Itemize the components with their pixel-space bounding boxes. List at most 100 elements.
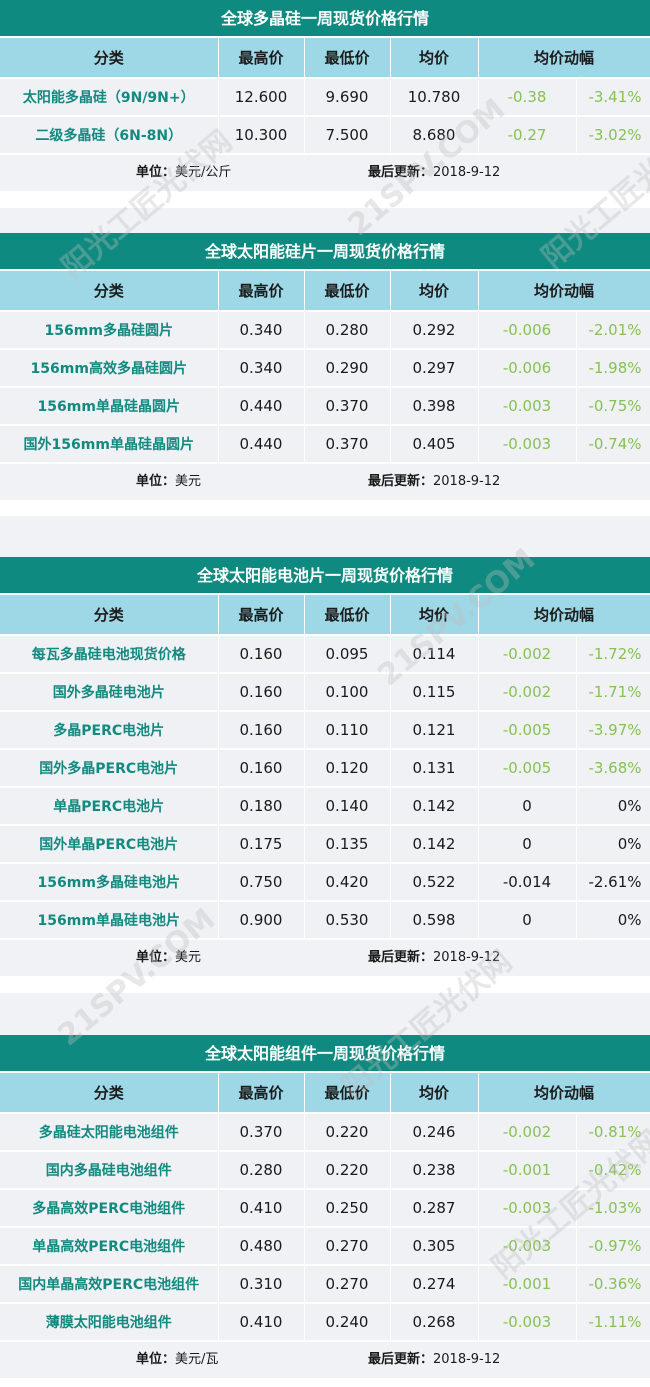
table-row: 单晶PERC电池片 0.180 0.140 0.142 0 0% xyxy=(0,787,650,826)
avg-price-cell: 0.598 xyxy=(390,901,479,940)
high-price-cell: 0.440 xyxy=(218,387,305,426)
table-header-row: 分类 最高价 最低价 均价 均价动幅 xyxy=(0,1073,650,1114)
column-header: 最高价 xyxy=(218,38,305,79)
table-row: 每瓦多晶硅电池现货价格 0.160 0.095 0.114 -0.002 -1.72% xyxy=(0,635,650,674)
column-header: 分类 xyxy=(0,595,219,636)
avg-price-cell: 8.680 xyxy=(390,116,479,155)
price-section: 全球太阳能电池片一周现货价格行情 分类 最高价 最低价 均价 均价动幅 每瓦多晶硅电池现货价… xyxy=(0,557,650,976)
avg-price-cell: 0.142 xyxy=(390,825,479,864)
column-header: 均价动幅 xyxy=(478,38,650,79)
price-table: 分类 最高价 最低价 均价 均价动幅 156mm多晶硅圆片 0.340 0.280 0.292-… xyxy=(0,271,650,464)
table-row: 薄膜太阳能电池组件 0.410 0.240 0.268 -0.003 -1.11% xyxy=(0,1303,650,1342)
change-value-cell: -0.27 xyxy=(478,116,577,155)
high-price-cell: 0.900 xyxy=(218,901,305,940)
unit-note: 单位：美元/瓦 xyxy=(136,1342,218,1378)
change-percent-cell: -0.97% xyxy=(576,1227,650,1266)
section-title: 全球太阳能组件一周现货价格行情 xyxy=(0,1035,650,1073)
low-price-cell: 0.290 xyxy=(304,349,391,388)
avg-price-cell: 0.522 xyxy=(390,863,479,902)
change-percent-cell: 0% xyxy=(576,825,650,864)
high-price-cell: 0.160 xyxy=(218,673,305,712)
high-price-cell: 0.340 xyxy=(218,311,305,350)
avg-price-cell: 0.292 xyxy=(390,311,479,350)
unit-value: 美元 xyxy=(175,474,202,489)
table-header-row: 分类 最高价 最低价 均价 均价动幅 xyxy=(0,38,650,79)
column-header: 均价 xyxy=(390,1073,479,1114)
low-price-cell: 0.370 xyxy=(304,387,391,426)
low-price-cell: 0.110 xyxy=(304,711,391,750)
unit-note: 单位：美元 xyxy=(136,464,201,500)
category-cell: 单晶高效PERC电池组件 xyxy=(0,1227,219,1266)
table-row: 156mm高效多晶硅圆片 0.340 0.290 0.297 -0.006 -1.98% xyxy=(0,349,650,388)
low-price-cell: 0.120 xyxy=(304,749,391,788)
high-price-cell: 0.440 xyxy=(218,425,305,464)
section-footer: 单位：美元/瓦 最后更新：2018-9-12 xyxy=(0,1342,650,1378)
avg-price-cell: 0.268 xyxy=(390,1303,479,1342)
table-row: 156mm多晶硅圆片 0.340 0.280 0.292 -0.006 -2.01% xyxy=(0,311,650,350)
change-percent-cell: -0.74% xyxy=(576,425,650,464)
change-value-cell: -0.003 xyxy=(478,387,577,426)
change-value-cell: -0.001 xyxy=(478,1265,577,1304)
update-date: 2018-9-12 xyxy=(433,950,501,965)
last-updated: 最后更新：2018-9-12 xyxy=(368,940,500,976)
change-percent-cell: -0.75% xyxy=(576,387,650,426)
change-percent-cell: 0% xyxy=(576,787,650,826)
section-title: 全球太阳能硅片一周现货价格行情 xyxy=(0,233,650,271)
column-header: 分类 xyxy=(0,271,219,312)
low-price-cell: 0.135 xyxy=(304,825,391,864)
section-title: 全球太阳能电池片一周现货价格行情 xyxy=(0,557,650,595)
change-percent-cell: -1.98% xyxy=(576,349,650,388)
low-price-cell: 0.140 xyxy=(304,787,391,826)
low-price-cell: 9.690 xyxy=(304,78,391,117)
column-header: 最高价 xyxy=(218,595,305,636)
category-cell: 二级多晶硅（6N-8N） xyxy=(0,116,219,155)
change-value-cell: -0.38 xyxy=(478,78,577,117)
change-percent-cell: -0.36% xyxy=(576,1265,650,1304)
table-row: 国外单晶PERC电池片 0.175 0.135 0.142 0 0% xyxy=(0,825,650,864)
category-cell: 单晶PERC电池片 xyxy=(0,787,219,826)
unit-label: 单位： xyxy=(136,474,176,489)
high-price-cell: 0.160 xyxy=(218,711,305,750)
unit-value: 美元 xyxy=(175,950,202,965)
high-price-cell: 0.370 xyxy=(218,1113,305,1152)
high-price-cell: 0.280 xyxy=(218,1151,305,1190)
avg-price-cell: 0.238 xyxy=(390,1151,479,1190)
low-price-cell: 0.220 xyxy=(304,1151,391,1190)
category-cell: 多晶硅太阳能电池组件 xyxy=(0,1113,219,1152)
section-footer: 单位：美元/公斤 最后更新：2018-9-12 xyxy=(0,155,650,191)
update-label: 最后更新： xyxy=(368,165,434,180)
table-header-row: 分类 最高价 最低价 均价 均价动幅 xyxy=(0,595,650,636)
price-section: 全球多晶硅一周现货价格行情 分类 最高价 最低价 均价 均价动幅 太阳能多晶硅（9N/9N+… xyxy=(0,0,650,191)
unit-value: 美元/公斤 xyxy=(175,165,232,180)
section-spacer xyxy=(0,993,650,1035)
high-price-cell: 0.410 xyxy=(218,1189,305,1228)
high-price-cell: 0.750 xyxy=(218,863,305,902)
avg-price-cell: 0.398 xyxy=(390,387,479,426)
category-cell: 国内多晶硅电池组件 xyxy=(0,1151,219,1190)
change-value-cell: -0.002 xyxy=(478,673,577,712)
category-cell: 每瓦多晶硅电池现货价格 xyxy=(0,635,219,674)
change-value-cell: -0.002 xyxy=(478,1113,577,1152)
change-percent-cell: -1.11% xyxy=(576,1303,650,1342)
table-row: 多晶高效PERC电池组件 0.410 0.250 0.287 -0.003 -1.03% xyxy=(0,1189,650,1228)
change-value-cell: 0 xyxy=(478,825,577,864)
table-row: 国外多晶PERC电池片 0.160 0.120 0.131 -0.005 -3.68% xyxy=(0,749,650,788)
avg-price-cell: 0.305 xyxy=(390,1227,479,1266)
change-percent-cell: -0.42% xyxy=(576,1151,650,1190)
category-cell: 国外多晶PERC电池片 xyxy=(0,749,219,788)
column-header: 均价 xyxy=(390,271,479,312)
unit-label: 单位： xyxy=(136,950,176,965)
category-cell: 多晶PERC电池片 xyxy=(0,711,219,750)
table-row: 156mm多晶硅电池片 0.750 0.420 0.522 -0.014 -2.61% xyxy=(0,863,650,902)
high-price-cell: 0.160 xyxy=(218,749,305,788)
change-value-cell: 0 xyxy=(478,901,577,940)
change-percent-cell: -1.03% xyxy=(576,1189,650,1228)
low-price-cell: 0.100 xyxy=(304,673,391,712)
price-section: 全球太阳能硅片一周现货价格行情 分类 最高价 最低价 均价 均价动幅 156mm多晶硅圆片 0… xyxy=(0,233,650,500)
low-price-cell: 0.250 xyxy=(304,1189,391,1228)
change-value-cell: -0.001 xyxy=(478,1151,577,1190)
update-date: 2018-9-12 xyxy=(433,474,501,489)
column-header: 分类 xyxy=(0,1073,219,1114)
change-percent-cell: -3.97% xyxy=(576,711,650,750)
unit-note: 单位：美元/公斤 xyxy=(136,155,231,191)
